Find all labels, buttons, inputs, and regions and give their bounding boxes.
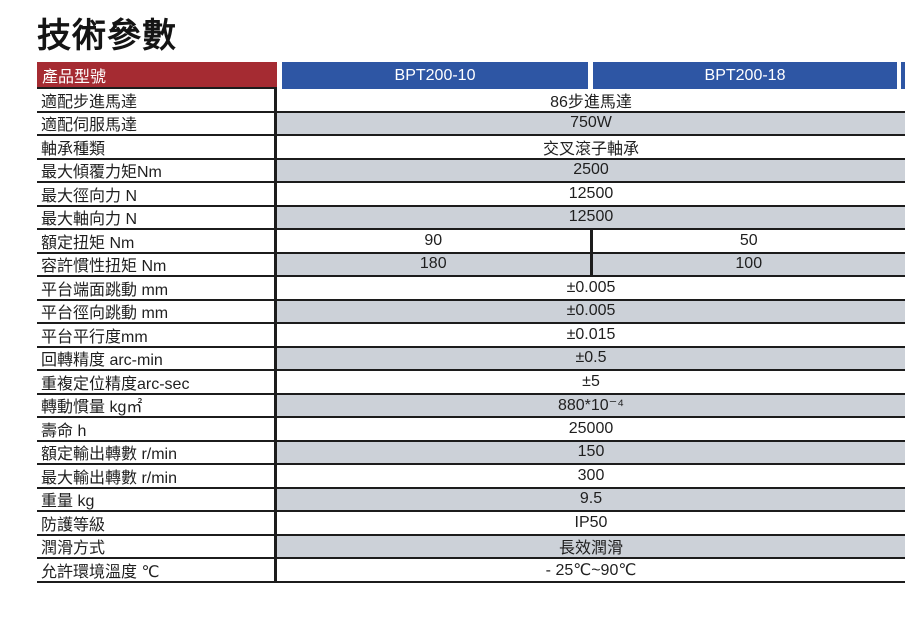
row-label: 額定扭矩 Nm bbox=[37, 230, 277, 252]
row-values: 25000 bbox=[277, 418, 905, 440]
row-value: 12500 bbox=[277, 183, 905, 205]
header-model-bpt200-10: BPT200-10 bbox=[282, 62, 588, 89]
table-rows: 適配步進馬達 86步進馬達 適配伺服馬達 750W 軸承種類 交叉滾子軸承 最大傾覆力矩Nm… bbox=[37, 89, 905, 583]
row-values: ±0.005 bbox=[277, 300, 905, 322]
row-values: ±0.5 bbox=[277, 347, 905, 369]
row-values: ±5 bbox=[277, 371, 905, 393]
row-value: 9.5 bbox=[277, 488, 905, 510]
row-value: 86步進馬達 bbox=[277, 89, 905, 111]
row-value: 300 bbox=[277, 465, 905, 487]
row-label: 回轉精度 arc-min bbox=[37, 347, 277, 369]
row-value: 交叉滾子軸承 bbox=[277, 136, 905, 158]
table-row: 轉動慣量 kg㎡ 880*10⁻⁴ bbox=[37, 394, 905, 418]
model-column-divider bbox=[589, 253, 593, 275]
row-label: 重複定位精度arc-sec bbox=[37, 371, 277, 393]
row-values: IP50 bbox=[277, 512, 905, 534]
spec-table: 產品型號 BPT200-10 BPT200-18 適配步進馬達 86步進馬達 適配伺… bbox=[37, 62, 905, 583]
table-row: 額定扭矩 Nm 90 50 bbox=[37, 230, 905, 254]
row-label: 適配步進馬達 bbox=[37, 89, 277, 111]
table-row: 適配步進馬達 86步進馬達 bbox=[37, 89, 905, 113]
row-label: 最大徑向力 N bbox=[37, 183, 277, 205]
table-row: 平台徑向跳動 mm ±0.005 bbox=[37, 300, 905, 324]
row-values: 180 100 bbox=[277, 253, 905, 275]
row-label: 潤滑方式 bbox=[37, 535, 277, 557]
table-row: 最大軸向力 N 12500 bbox=[37, 206, 905, 230]
row-values: 12500 bbox=[277, 183, 905, 205]
row-label: 防護等級 bbox=[37, 512, 277, 534]
row-label: 適配伺服馬達 bbox=[37, 112, 277, 134]
table-row: 最大輸出轉數 r/min 300 bbox=[37, 465, 905, 489]
table-row: 回轉精度 arc-min ±0.5 bbox=[37, 347, 905, 371]
row-value: 90 bbox=[277, 230, 590, 252]
row-value: ±0.005 bbox=[277, 277, 905, 299]
row-value: 180 bbox=[277, 253, 590, 275]
row-label: 平台平行度mm bbox=[37, 324, 277, 346]
table-row: 額定輸出轉數 r/min 150 bbox=[37, 441, 905, 465]
row-value: 25000 bbox=[277, 418, 905, 440]
row-label: 最大輸出轉數 r/min bbox=[37, 465, 277, 487]
table-row: 重量 kg 9.5 bbox=[37, 488, 905, 512]
row-label: 最大軸向力 N bbox=[37, 206, 277, 228]
row-value: ±0.015 bbox=[277, 324, 905, 346]
row-values: 750W bbox=[277, 112, 905, 134]
row-value: 50 bbox=[592, 230, 905, 252]
table-row: 最大傾覆力矩Nm 2500 bbox=[37, 159, 905, 183]
table-row: 防護等級 IP50 bbox=[37, 512, 905, 536]
header-product-model-cell: 產品型號 bbox=[37, 62, 277, 89]
row-value: 長效潤滑 bbox=[277, 535, 905, 557]
table-row: 適配伺服馬達 750W bbox=[37, 112, 905, 136]
row-value: 150 bbox=[277, 441, 905, 463]
table-row: 最大徑向力 N 12500 bbox=[37, 183, 905, 207]
table-row: 容許慣性扭矩 Nm 180 100 bbox=[37, 253, 905, 277]
table-row: 平台端面跳動 mm ±0.005 bbox=[37, 277, 905, 301]
row-values: 交叉滾子軸承 bbox=[277, 136, 905, 158]
page-title: 技術參數 bbox=[37, 17, 177, 55]
row-label: 平台端面跳動 mm bbox=[37, 277, 277, 299]
table-row: 允許環境溫度 ℃ - 25℃~90℃ bbox=[37, 559, 905, 583]
row-value: 100 bbox=[592, 253, 905, 275]
row-label: 平台徑向跳動 mm bbox=[37, 300, 277, 322]
row-value: ±5 bbox=[277, 371, 905, 393]
row-values: 12500 bbox=[277, 206, 905, 228]
table-row: 潤滑方式 長效潤滑 bbox=[37, 535, 905, 559]
row-values: ±0.015 bbox=[277, 324, 905, 346]
row-value: 750W bbox=[277, 112, 905, 134]
row-label: 額定輸出轉數 r/min bbox=[37, 441, 277, 463]
row-label: 轉動慣量 kg㎡ bbox=[37, 394, 277, 416]
row-values: 90 50 bbox=[277, 230, 905, 252]
row-values: 300 bbox=[277, 465, 905, 487]
table-header-row: 產品型號 BPT200-10 BPT200-18 bbox=[37, 62, 905, 89]
row-value: 2500 bbox=[277, 159, 905, 181]
row-values: 長效潤滑 bbox=[277, 535, 905, 557]
row-values: 880*10⁻⁴ bbox=[277, 394, 905, 416]
row-values: 150 bbox=[277, 441, 905, 463]
row-values: 2500 bbox=[277, 159, 905, 181]
model-column-divider bbox=[589, 230, 593, 252]
row-values: 9.5 bbox=[277, 488, 905, 510]
row-label: 允許環境溫度 ℃ bbox=[37, 559, 277, 581]
table-row: 平台平行度mm ±0.015 bbox=[37, 324, 905, 348]
row-value: ±0.5 bbox=[277, 347, 905, 369]
row-value: - 25℃~90℃ bbox=[277, 559, 905, 581]
header-model-bpt200-18: BPT200-18 bbox=[593, 62, 897, 89]
row-values: 86步進馬達 bbox=[277, 89, 905, 111]
row-value: 880*10⁻⁴ bbox=[277, 394, 905, 416]
row-label: 容許慣性扭矩 Nm bbox=[37, 253, 277, 275]
row-values: - 25℃~90℃ bbox=[277, 559, 905, 581]
row-label: 壽命 h bbox=[37, 418, 277, 440]
row-values: ±0.005 bbox=[277, 277, 905, 299]
table-row: 重複定位精度arc-sec ±5 bbox=[37, 371, 905, 395]
row-label: 最大傾覆力矩Nm bbox=[37, 159, 277, 181]
row-label: 重量 kg bbox=[37, 488, 277, 510]
row-label: 軸承種類 bbox=[37, 136, 277, 158]
table-row: 軸承種類 交叉滾子軸承 bbox=[37, 136, 905, 160]
row-value: ±0.005 bbox=[277, 300, 905, 322]
header-cutoff-cell bbox=[901, 62, 905, 89]
row-value: IP50 bbox=[277, 512, 905, 534]
row-value: 12500 bbox=[277, 206, 905, 228]
table-row: 壽命 h 25000 bbox=[37, 418, 905, 442]
